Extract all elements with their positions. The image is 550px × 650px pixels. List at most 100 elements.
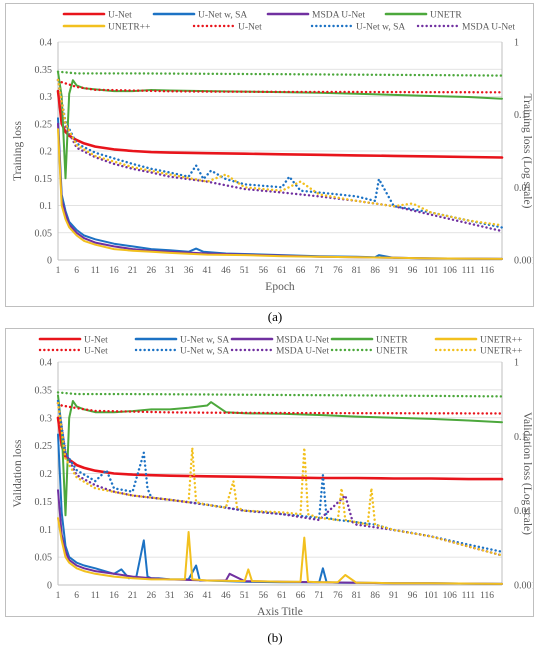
series-line-unet-solid (56, 89, 504, 159)
x-tick-label: 31 (165, 266, 175, 276)
chart-panel-b: 0 0.05 0.1 0.15 0.2 0.25 0.3 0.35 0.4 0.001 0.01 0.… (5, 328, 534, 617)
x-tick-label: 66 (296, 266, 306, 276)
x-tick-label: 96 (408, 266, 418, 276)
x-tick-label: 61 (277, 266, 287, 276)
x-tick-label: 11 (91, 591, 100, 601)
x-tick-label: 46 (221, 591, 231, 601)
y-tick-label: 0.05 (35, 553, 53, 564)
legend-label: MSDA U-Net (276, 336, 329, 346)
x-tick-label: 26 (147, 266, 157, 276)
legend-label: U-Net (84, 336, 108, 346)
series-line-unet_sa-solid (57, 433, 503, 585)
series-line-unetr_pp-solid (57, 517, 503, 585)
x-tick-label: 21 (128, 266, 138, 276)
legend-label: U-Net (84, 347, 108, 357)
series-line-unet_sa-solid (57, 117, 503, 260)
y-tick-label: 0.3 (40, 92, 53, 103)
y-tick-label: 0.25 (35, 119, 53, 130)
series-line-unetr_pp-solid (57, 128, 503, 260)
y-tick-label: 0.2 (40, 147, 53, 158)
series-line-msda_unet-dotted (56, 78, 504, 233)
y-tick-label: 0.15 (35, 174, 53, 185)
caption-a: (a) (267, 309, 283, 324)
x-tick-label: 61 (277, 591, 287, 601)
x-tick-label: 6 (74, 266, 79, 276)
x-axis-title: Axis Title (257, 606, 303, 616)
x-tick-label: 51 (240, 266, 250, 276)
x-tick-label: 111 (462, 591, 476, 601)
y-axis-title: Training loss (12, 120, 24, 180)
y-tick-label: 0 (47, 581, 52, 592)
legend-label: UNETR (376, 336, 408, 346)
y-tick-label: 0.2 (40, 469, 53, 480)
x-tick-label: 36 (184, 266, 194, 276)
y-tick-label: 0.1 (40, 525, 53, 536)
x-tick-label: 56 (258, 591, 268, 601)
legend-label: U-Net w, SA (180, 336, 229, 346)
y-tick-label: 0.3 (40, 413, 53, 424)
y-tick-label: 0.25 (35, 441, 53, 452)
y2-tick-label: 1 (514, 358, 519, 369)
legend-label: U-Net w, SA (198, 11, 247, 21)
x-tick-label: 11 (91, 266, 100, 276)
series-line-unet_sa-dotted (56, 78, 504, 229)
series-line-msda_unet-solid (57, 489, 503, 585)
legend-label: MSDA U-Net (312, 11, 365, 21)
y-tick-label: 0.15 (35, 497, 53, 508)
y2-tick-label: 0.01 (514, 183, 532, 194)
series-line-unet_sa-dotted (56, 399, 504, 554)
y2-tick-label: 1 (514, 38, 519, 49)
x-tick-label: 116 (480, 266, 494, 276)
legend-label: UNETR (430, 11, 462, 21)
x-tick-label: 71 (314, 266, 324, 276)
y2-axis-title: Validation loss (Log scale) (521, 412, 533, 535)
y-tick-label: 0.05 (35, 228, 53, 239)
x-tick-label: 46 (221, 266, 231, 276)
x-tick-label: 41 (202, 266, 212, 276)
series-line-unetr_pp-dotted (56, 78, 504, 227)
x-tick-label: 31 (165, 591, 175, 601)
series-line-unetr-dotted (56, 391, 504, 398)
legend-label: U-Net w, SA (356, 23, 405, 33)
x-tick-label: 76 (333, 266, 343, 276)
x-tick-label: 36 (184, 591, 194, 601)
legend-label: MSDA U-Net (462, 23, 515, 33)
y-axis-title: Validation loss (12, 439, 24, 508)
legend-label: UNETR++ (480, 347, 522, 357)
series-line-unetr-solid (57, 71, 503, 180)
y-tick-label: 0.35 (35, 65, 53, 76)
series-line-unetr-solid (57, 394, 503, 517)
x-tick-label: 66 (296, 591, 306, 601)
y-tick-label: 0.35 (35, 385, 53, 396)
series-line-unet-solid (56, 416, 504, 481)
caption-b: (b) (267, 630, 283, 645)
legend-label: MSDA U-Net (276, 347, 329, 357)
x-tick-label: 86 (370, 591, 380, 601)
training-loss-chart: 0 0.05 0.1 0.15 0.2 0.25 0.3 0.35 0.4 0.001 0.01 0.… (12, 11, 533, 294)
x-tick-label: 96 (408, 591, 418, 601)
series-line-unetr_pp-dotted (56, 401, 504, 557)
x-tick-label: 81 (352, 266, 362, 276)
x-axis-title: Epoch (265, 281, 295, 293)
chart-panel-a: 0 0.05 0.1 0.15 0.2 0.25 0.3 0.35 0.4 0.001 0.01 0.… (5, 3, 534, 307)
y-tick-label: 0.4 (40, 358, 53, 369)
y2-tick-label: 0.1 (514, 110, 527, 121)
x-tick-label: 116 (480, 591, 494, 601)
x-tick-label: 106 (443, 266, 458, 276)
legend-label: UNETR (376, 347, 408, 357)
legend-label: UNETR++ (480, 336, 522, 346)
legend-label: U-Net (108, 11, 132, 21)
y-tick-label: 0.4 (40, 38, 53, 49)
y2-tick-label: 0.001 (514, 581, 533, 592)
legend-label: U-Net (238, 23, 262, 33)
x-tick-label: 41 (202, 591, 212, 601)
x-tick-label: 26 (147, 591, 157, 601)
x-tick-label: 106 (443, 591, 458, 601)
x-tick-label: 101 (424, 266, 439, 276)
y2-tick-label: 0.1 (514, 432, 527, 443)
x-tick-label: 71 (314, 591, 324, 601)
x-tick-label: 111 (462, 266, 476, 276)
y-tick-label: 0.1 (40, 201, 53, 212)
x-tick-label: 101 (424, 591, 439, 601)
y-tick-label: 0 (47, 256, 52, 267)
